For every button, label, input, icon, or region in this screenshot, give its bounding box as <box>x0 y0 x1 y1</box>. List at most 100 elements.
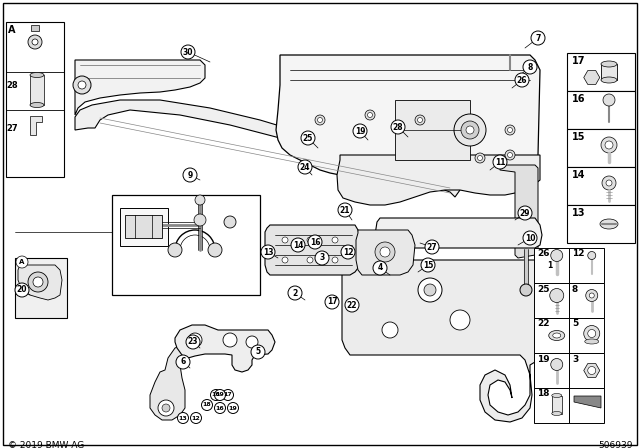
Circle shape <box>338 203 352 217</box>
Polygon shape <box>265 225 360 275</box>
Circle shape <box>332 237 338 243</box>
Polygon shape <box>342 260 548 422</box>
Bar <box>567 91 635 129</box>
Bar <box>534 388 569 423</box>
Text: 5: 5 <box>572 319 579 328</box>
Text: 22: 22 <box>347 301 357 310</box>
Circle shape <box>183 168 197 182</box>
Circle shape <box>341 245 355 259</box>
Bar <box>120 208 168 246</box>
Bar <box>569 353 604 388</box>
Circle shape <box>477 155 483 160</box>
Text: 14: 14 <box>572 170 586 180</box>
Circle shape <box>195 195 205 205</box>
Circle shape <box>391 120 405 134</box>
Bar <box>30 75 44 105</box>
Circle shape <box>223 333 237 347</box>
Text: 17: 17 <box>223 392 232 397</box>
Polygon shape <box>337 155 540 205</box>
Circle shape <box>301 131 315 145</box>
Polygon shape <box>75 100 460 197</box>
Circle shape <box>605 141 613 149</box>
Bar <box>569 318 604 353</box>
Text: 30: 30 <box>183 47 193 56</box>
Text: 3: 3 <box>319 254 324 263</box>
Circle shape <box>588 329 596 337</box>
Circle shape <box>493 155 507 169</box>
Bar <box>567 53 635 91</box>
Text: 16: 16 <box>572 94 586 104</box>
Text: 16: 16 <box>212 392 220 397</box>
Circle shape <box>211 389 221 401</box>
Circle shape <box>176 355 190 369</box>
Text: 506939: 506939 <box>598 440 633 448</box>
Circle shape <box>162 404 170 412</box>
Circle shape <box>418 278 442 302</box>
Ellipse shape <box>552 393 562 397</box>
Text: 4: 4 <box>378 263 383 272</box>
Circle shape <box>382 322 398 338</box>
Circle shape <box>475 153 485 163</box>
Circle shape <box>191 336 198 344</box>
Text: 15: 15 <box>572 132 586 142</box>
Bar <box>569 283 604 318</box>
Circle shape <box>505 125 515 135</box>
Text: 8: 8 <box>527 63 532 72</box>
Bar <box>534 353 569 388</box>
Circle shape <box>282 257 288 263</box>
Bar <box>534 283 569 318</box>
Circle shape <box>465 120 475 130</box>
Text: 22: 22 <box>537 319 550 328</box>
Circle shape <box>365 110 375 120</box>
Circle shape <box>15 283 29 297</box>
Text: 6: 6 <box>180 358 186 366</box>
Circle shape <box>158 400 174 416</box>
Circle shape <box>584 326 600 341</box>
Text: 13: 13 <box>263 247 273 257</box>
Circle shape <box>515 73 529 87</box>
Bar <box>15 258 67 318</box>
Text: 5: 5 <box>255 348 260 357</box>
Circle shape <box>28 35 42 49</box>
Text: 10: 10 <box>525 233 535 242</box>
Circle shape <box>543 258 557 272</box>
Text: A: A <box>19 259 25 265</box>
Text: 16: 16 <box>216 405 225 410</box>
Text: 12: 12 <box>572 250 584 258</box>
Text: 23: 23 <box>188 337 198 346</box>
Text: 24: 24 <box>300 163 310 172</box>
Text: 27: 27 <box>427 242 437 251</box>
Circle shape <box>214 389 225 401</box>
Bar <box>567 129 635 167</box>
Polygon shape <box>276 55 540 175</box>
Text: 26: 26 <box>516 76 527 85</box>
Text: 12: 12 <box>191 415 200 421</box>
Ellipse shape <box>601 77 617 83</box>
Circle shape <box>78 81 86 89</box>
Circle shape <box>188 333 202 347</box>
Circle shape <box>177 413 189 423</box>
Circle shape <box>307 237 313 243</box>
Bar <box>534 248 569 283</box>
Circle shape <box>508 152 513 158</box>
Circle shape <box>421 258 435 272</box>
Text: 19: 19 <box>537 354 550 363</box>
Polygon shape <box>175 325 275 372</box>
Circle shape <box>380 247 390 257</box>
Circle shape <box>181 45 195 59</box>
Circle shape <box>332 257 338 263</box>
Polygon shape <box>30 116 42 135</box>
Circle shape <box>466 126 474 134</box>
Circle shape <box>194 214 206 226</box>
Bar <box>601 64 617 80</box>
Ellipse shape <box>548 331 564 340</box>
Circle shape <box>298 160 312 174</box>
Circle shape <box>373 261 387 275</box>
Circle shape <box>523 60 537 74</box>
Circle shape <box>588 251 596 259</box>
Text: 29: 29 <box>520 208 531 217</box>
Circle shape <box>425 240 439 254</box>
Circle shape <box>261 245 275 259</box>
Circle shape <box>32 39 38 45</box>
Polygon shape <box>500 165 538 258</box>
